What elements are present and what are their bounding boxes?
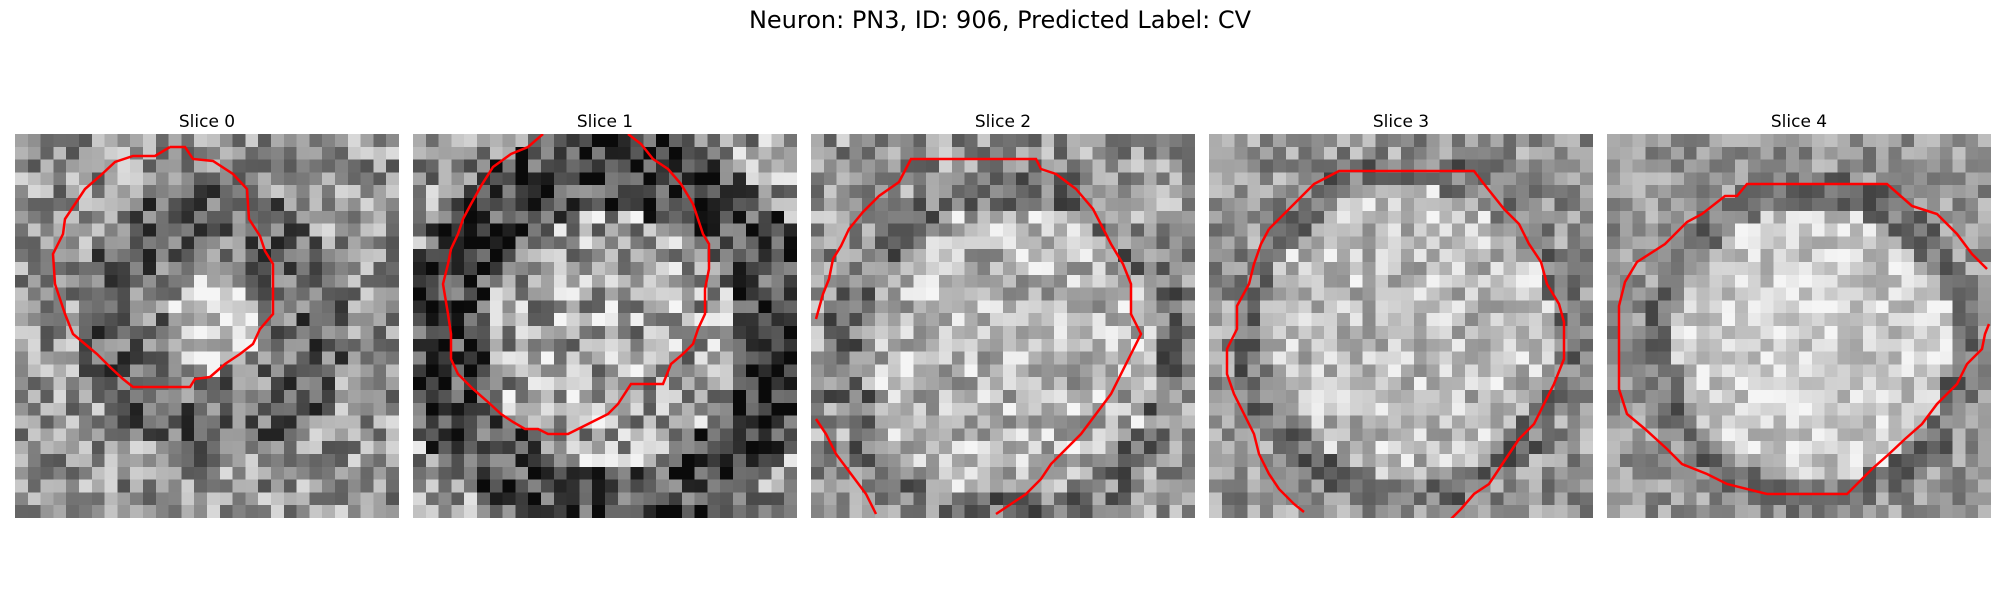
slice-panel-2: Slice 2 bbox=[811, 110, 1195, 518]
slice-panel-0: Slice 0 bbox=[15, 110, 399, 518]
slice-panel-1: Slice 1 bbox=[413, 110, 797, 518]
contour-overlay-4 bbox=[1617, 182, 1991, 496]
microscopy-slice-2 bbox=[811, 134, 1195, 518]
segmentation-contour-3 bbox=[1268, 169, 1566, 518]
segmentation-contour-3b bbox=[1225, 228, 1305, 513]
segmentation-contour-2 bbox=[814, 157, 1143, 516]
slice-image-0 bbox=[15, 134, 399, 518]
segmentation-contour-4 bbox=[1617, 182, 1991, 496]
contour-overlay-0 bbox=[51, 145, 275, 389]
figure-title: Neuron: PN3, ID: 906, Predicted Label: C… bbox=[748, 6, 1252, 34]
slice-image-2 bbox=[811, 134, 1195, 518]
slice-image-1 bbox=[413, 134, 797, 518]
microscopy-slice-1 bbox=[413, 134, 797, 518]
segmentation-contour-2b bbox=[814, 418, 878, 515]
contour-overlay-2 bbox=[814, 157, 1143, 516]
contour-overlay-3 bbox=[1225, 169, 1566, 518]
slice-title-4: Slice 4 bbox=[1770, 112, 1828, 132]
slice-title-2: Slice 2 bbox=[974, 112, 1032, 132]
slice-image-4 bbox=[1607, 134, 1991, 518]
slice-panel-3: Slice 3 bbox=[1209, 110, 1593, 518]
microscopy-slice-3 bbox=[1209, 134, 1593, 518]
slice-title-3: Slice 3 bbox=[1372, 112, 1430, 132]
slice-panel-4: Slice 4 bbox=[1607, 110, 1991, 518]
segmentation-contour-1 bbox=[441, 134, 711, 436]
slice-image-3 bbox=[1209, 134, 1593, 518]
segmentation-contour-0 bbox=[51, 145, 275, 389]
slice-title-1: Slice 1 bbox=[576, 112, 634, 132]
slice-title-0: Slice 0 bbox=[178, 112, 236, 132]
contour-overlay-1 bbox=[441, 134, 711, 436]
